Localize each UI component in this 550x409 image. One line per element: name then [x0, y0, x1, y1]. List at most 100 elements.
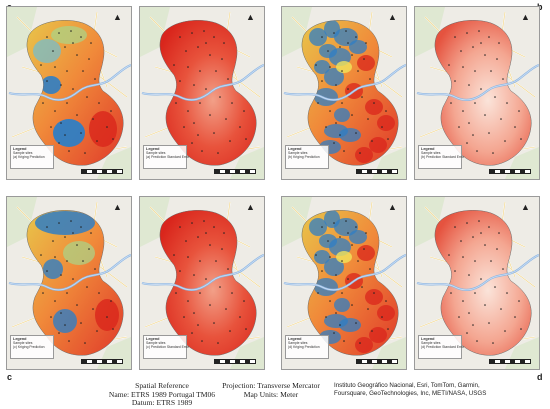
basemap-credits: Instituto Geográfico Nacional, Esri, Tom… [334, 382, 524, 398]
sample-site [474, 260, 476, 262]
sample-site [54, 300, 56, 302]
sample-site [205, 232, 207, 234]
low-value-zone [334, 298, 350, 312]
legend-title: Legend [146, 147, 160, 151]
sample-site [498, 232, 500, 234]
sample-site [448, 254, 450, 256]
sample-site [76, 54, 78, 56]
low-value-zone [43, 259, 63, 279]
map-panel-p3: ▲ Legend Sample sites (b) Kriging Predic… [281, 6, 407, 180]
sample-site [460, 240, 462, 242]
map-legend: Legend Sample sites (b) Kriging Predicti… [285, 145, 329, 169]
spatial-reference-name: Name: ETRS 1989 Portugal TM06 [108, 389, 216, 399]
sample-site [219, 96, 221, 98]
sample-site [70, 220, 72, 222]
map-panel-p6: ▲ Legend Sample sites (c) Prediction Sta… [139, 196, 265, 370]
projection-name: Projection: Transverse Mercator [222, 381, 320, 390]
study-area-outline [301, 20, 399, 166]
spatial-reference-datum: Datum: ETRS 1989 [131, 398, 193, 408]
basemap-green-area [415, 197, 445, 247]
legend-entry-sites: Sample sites [146, 151, 166, 155]
study-area-outline [159, 20, 257, 166]
map-canvas [282, 197, 406, 369]
sample-site [191, 332, 193, 334]
map-legend: Legend Sample sites (c) Prediction Stand… [143, 335, 189, 359]
sample-site [96, 140, 98, 142]
sample-site [201, 340, 203, 342]
sample-site [66, 102, 68, 104]
sample-site [110, 300, 112, 302]
sample-site [46, 270, 48, 272]
sample-site [496, 248, 498, 250]
sample-site [484, 244, 486, 246]
sample-site [472, 236, 474, 238]
sample-site [351, 114, 353, 116]
sample-site [474, 292, 476, 294]
mid-value-zone [51, 26, 87, 44]
sample-site [245, 328, 247, 330]
high-value-zone [355, 147, 373, 163]
sample-site [480, 278, 482, 280]
sample-site [54, 66, 56, 68]
sample-site [385, 110, 387, 112]
sample-site [315, 254, 317, 256]
north-arrow-icon: ▲ [113, 12, 122, 22]
sample-site [60, 122, 62, 124]
sample-site [88, 58, 90, 60]
map-panel-p4: ▲ Legend Sample sites (b) Prediction Sta… [414, 6, 540, 180]
sample-site [221, 58, 223, 60]
sample-site [82, 260, 84, 262]
sample-site [335, 122, 337, 124]
sample-site [327, 50, 329, 52]
sample-site [478, 30, 480, 32]
sample-site [112, 138, 114, 140]
basemap-green-area [140, 197, 170, 247]
north-arrow-icon: ▲ [521, 12, 530, 22]
scale-bar [81, 359, 123, 364]
sample-site [454, 80, 456, 82]
sample-site [345, 220, 347, 222]
sample-site [187, 110, 189, 112]
sample-site [315, 64, 317, 66]
sample-site [46, 226, 48, 228]
high-value-zone [95, 299, 119, 331]
sample-site [193, 274, 195, 276]
sample-site [347, 42, 349, 44]
map-canvas [282, 7, 406, 179]
sample-site [80, 226, 82, 228]
sample-site [229, 140, 231, 142]
sample-site [458, 316, 460, 318]
river [283, 64, 406, 101]
sample-site [468, 312, 470, 314]
sample-site [64, 46, 66, 48]
sample-site [341, 260, 343, 262]
sample-site [454, 36, 456, 38]
scale-bar [489, 359, 531, 364]
map-panel-p2: ▲ Legend Sample sites (a) Prediction Sta… [139, 6, 265, 180]
sample-site [68, 340, 70, 342]
sample-site [201, 150, 203, 152]
sample-site [351, 304, 353, 306]
sample-site [371, 330, 373, 332]
high-value-zone [365, 99, 383, 115]
low-value-zone [324, 258, 344, 276]
legend-title: Legend [288, 337, 302, 341]
sample-site [110, 110, 112, 112]
sample-site [213, 36, 215, 38]
map-panel-p1: ▲ Legend Sample sites (a) Kriging Predic… [6, 6, 132, 180]
sample-site [371, 140, 373, 142]
sample-site [209, 244, 211, 246]
mid-value-zone [336, 61, 352, 73]
sample-site [325, 126, 327, 128]
sample-site [317, 102, 319, 104]
sample-site [199, 260, 201, 262]
high-value-zone [89, 111, 117, 147]
sample-site [191, 142, 193, 144]
sample-site [205, 42, 207, 44]
sample-site [341, 292, 343, 294]
sample-site [231, 102, 233, 104]
sample-site [66, 70, 68, 72]
sample-site [215, 70, 217, 72]
river [141, 254, 264, 291]
legend-entry-sites: Sample sites [421, 341, 441, 345]
